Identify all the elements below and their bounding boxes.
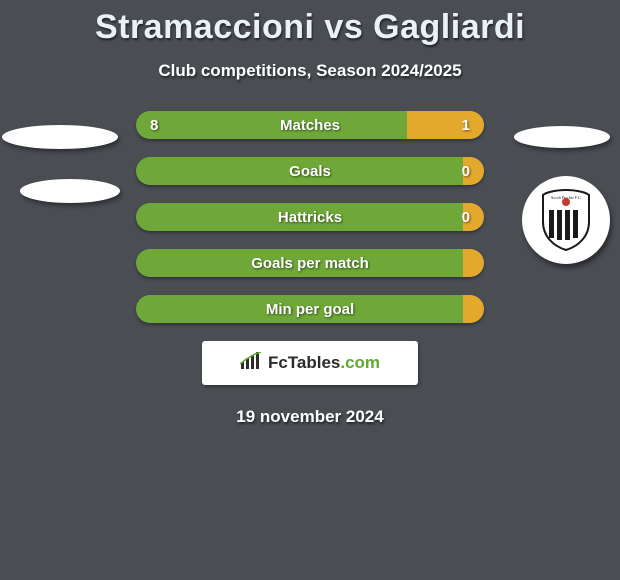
stat-value-player2: 0 bbox=[448, 203, 484, 231]
fctables-logo: FcTables.com bbox=[202, 341, 418, 385]
svg-text:Ascoli Picchio F.C.: Ascoli Picchio F.C. bbox=[550, 195, 581, 200]
stat-row: Goals0 bbox=[136, 157, 484, 185]
player2-avatar-placeholder-top bbox=[514, 126, 610, 148]
page-title: Stramaccioni vs Gagliardi bbox=[0, 0, 620, 47]
stat-label: Min per goal bbox=[136, 295, 484, 323]
stat-row: Hattricks0 bbox=[136, 203, 484, 231]
shield-icon: Ascoli Picchio F.C. bbox=[539, 188, 593, 252]
stat-value-player2: 0 bbox=[448, 157, 484, 185]
stat-row: Min per goal bbox=[136, 295, 484, 323]
stat-value-player1: 8 bbox=[136, 111, 172, 139]
page-subtitle: Club competitions, Season 2024/2025 bbox=[0, 61, 620, 81]
stat-label: Hattricks bbox=[136, 203, 484, 231]
comparison-bars: Matches81Goals0Hattricks0Goals per match… bbox=[136, 111, 484, 323]
generated-date: 19 november 2024 bbox=[0, 407, 620, 427]
player1-avatar-placeholder-top bbox=[2, 125, 118, 149]
player1-avatar-placeholder-bottom bbox=[20, 179, 120, 203]
stat-label: Goals bbox=[136, 157, 484, 185]
stat-row: Goals per match bbox=[136, 249, 484, 277]
stat-row: Matches8 1 bbox=[136, 111, 484, 139]
chart-bars-icon bbox=[240, 352, 262, 375]
player2-club-badge: Ascoli Picchio F.C. bbox=[522, 176, 610, 264]
stat-value-player2: 1 bbox=[448, 111, 484, 139]
stat-label: Goals per match bbox=[136, 249, 484, 277]
logo-brand: FcTables bbox=[268, 353, 340, 372]
logo-text: FcTables.com bbox=[268, 353, 380, 373]
stat-label: Matches bbox=[136, 111, 484, 139]
logo-domain: .com bbox=[340, 353, 380, 372]
